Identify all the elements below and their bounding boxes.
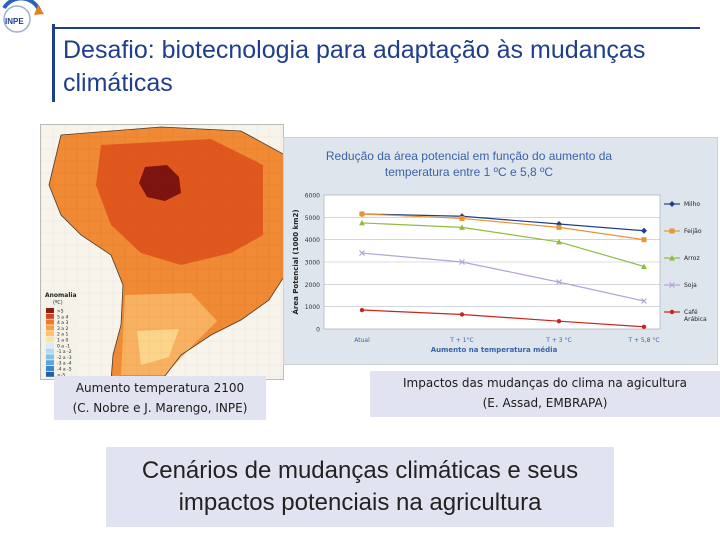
legend-swatch <box>46 308 54 313</box>
legend-swatch <box>46 325 54 331</box>
data-point <box>669 201 675 207</box>
legend-entry: Arroz <box>684 255 700 262</box>
y-tick-label: 0 <box>316 327 320 334</box>
logo-text: INPE <box>5 17 24 26</box>
legend-swatch <box>46 366 54 371</box>
data-point <box>556 279 562 286</box>
series-line <box>361 213 645 232</box>
x-axis-label: Aumento na temperatura média <box>431 346 558 354</box>
map-caption: Aumento temperatura 2100 (C. Nobre e J. … <box>54 376 266 420</box>
chart-caption-line1: Impactos das mudanças do clima na agicul… <box>403 376 687 390</box>
legend-unit: (ºC) <box>53 300 63 306</box>
legend-label: -3 a -4 <box>57 361 72 367</box>
data-point <box>556 318 562 324</box>
map-legend: Anomalia (ºC) >55 a 44 a 33 a 22 a 11 a … <box>43 289 79 379</box>
map-caption-line1: Aumento temperatura 2100 <box>75 381 245 395</box>
chart-title-line2: temperatura entre 1 ºC e 5,8 ºC <box>385 165 554 179</box>
legend-swatch <box>46 371 54 377</box>
legend-swatch <box>46 348 54 354</box>
legend-swatch <box>46 319 54 325</box>
y-tick-label: 3000 <box>305 260 320 267</box>
y-tick-label: 6000 <box>305 193 320 200</box>
legend-entry-cont: Arábica <box>684 316 707 323</box>
legend-label: 2 a 1 <box>57 332 68 338</box>
legend-label: >5 <box>57 309 64 315</box>
data-point <box>459 215 465 221</box>
legend-swatch <box>46 331 54 337</box>
series-line <box>361 309 645 328</box>
x-tick-label: T + 3 °C <box>545 337 571 344</box>
y-axis-label: Área Potencial (1000 km2) <box>291 209 300 314</box>
series-line <box>361 222 645 268</box>
legend-label: 3 a 2 <box>57 326 68 332</box>
data-point <box>641 227 647 234</box>
summary-line2: impactos potenciais na agricultura <box>178 489 542 516</box>
legend-label: <-5 <box>57 372 65 378</box>
legend-label: -2 a -3 <box>57 355 72 361</box>
area-reduction-chart: Redução da área potencial em função do a… <box>283 137 718 365</box>
legend-swatch <box>46 313 54 319</box>
data-point <box>669 309 675 315</box>
legend-swatch <box>46 354 54 360</box>
data-point <box>359 211 365 217</box>
series-line <box>361 252 645 302</box>
chart-caption: Impactos das mudanças do clima na agicul… <box>370 371 720 417</box>
legend-label: 0 a -1 <box>57 343 70 349</box>
data-point <box>641 298 647 305</box>
data-point <box>556 224 562 230</box>
legend-swatch <box>46 342 54 348</box>
map-caption-line2: (C. Nobre e J. Marengo, INPE) <box>72 401 248 415</box>
legend-title: Anomalia <box>45 292 77 299</box>
x-tick-label: Atual <box>354 337 370 344</box>
data-point <box>359 250 365 256</box>
chart-caption-line2: (E. Assad, EMBRAPA) <box>482 396 608 410</box>
legend-label: 1 a 0 <box>57 338 68 344</box>
legend-entry: Café <box>684 309 698 316</box>
series-line <box>361 213 645 241</box>
y-tick-label: 2000 <box>305 282 320 289</box>
slide-title: Desafio: biotecnologia para adaptação às… <box>63 36 646 97</box>
legend-swatch <box>46 360 54 366</box>
legend-label: 5 a 4 <box>57 314 68 320</box>
data-point <box>459 224 465 230</box>
data-point <box>669 255 675 261</box>
legend-label: 4 a 3 <box>57 320 68 326</box>
data-point <box>669 282 675 288</box>
data-point <box>641 237 647 243</box>
y-tick-label: 4000 <box>305 237 320 244</box>
inpe-logo: INPE <box>2 0 44 33</box>
legend-label: -1 a -2 <box>57 349 72 355</box>
data-point <box>641 324 647 329</box>
title-rule-horizontal <box>52 27 700 29</box>
chart-title-line1: Redução da área potencial em função do a… <box>326 149 613 163</box>
chart-canvas: Redução da área potencial em função do a… <box>291 149 707 354</box>
data-point <box>556 238 562 245</box>
summary-box: Cenários de mudanças climáticas e seus i… <box>106 447 614 527</box>
legend-entry: Soja <box>684 282 697 289</box>
data-point <box>359 307 365 313</box>
title-rule-vertical <box>52 24 55 102</box>
legend-entry: Milho <box>684 201 700 208</box>
data-point <box>459 259 465 265</box>
data-point <box>669 228 675 234</box>
data-point <box>459 312 465 317</box>
legend-entry: Feijão <box>684 228 702 235</box>
data-point <box>641 263 647 269</box>
legend-label: -4 a -5 <box>57 367 72 373</box>
x-tick-label: T + 5,8 °C <box>627 337 659 344</box>
legend-swatch <box>46 337 54 342</box>
y-tick-label: 1000 <box>305 304 320 311</box>
summary-line1: Cenários de mudanças climáticas e seus <box>141 457 579 484</box>
map-canvas: Anomalia (ºC) >55 a 44 a 33 a 22 a 11 a … <box>41 125 283 379</box>
y-tick-label: 5000 <box>305 215 320 222</box>
data-point <box>359 219 365 226</box>
x-tick-label: T + 1°C <box>449 337 474 344</box>
